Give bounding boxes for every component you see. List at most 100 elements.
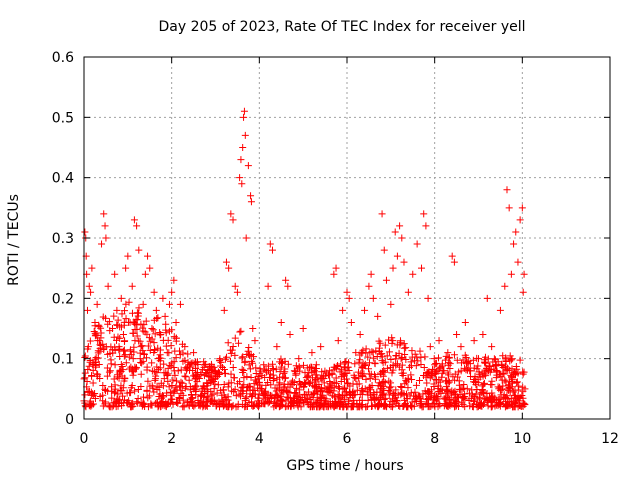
data-point <box>121 337 129 345</box>
data-point <box>114 316 122 324</box>
data-point <box>98 240 106 248</box>
data-point <box>356 331 364 339</box>
data-point <box>106 349 114 357</box>
data-point <box>393 252 401 260</box>
data-point <box>407 358 415 366</box>
data-point <box>236 328 244 336</box>
data-point <box>330 403 338 411</box>
data-point <box>129 355 137 363</box>
data-point <box>497 391 505 399</box>
data-point <box>222 258 230 266</box>
data-point <box>492 401 500 409</box>
data-point <box>507 356 515 364</box>
data-point <box>144 252 152 260</box>
data-point <box>520 368 528 376</box>
data-point <box>117 294 125 302</box>
data-point <box>407 371 415 379</box>
data-point <box>154 344 162 352</box>
data-point <box>366 374 374 382</box>
data-point <box>195 401 203 409</box>
data-point <box>248 401 256 409</box>
data-point <box>436 378 444 386</box>
data-point <box>350 371 358 379</box>
data-point <box>163 372 171 380</box>
data-point <box>342 357 350 365</box>
data-point <box>170 388 178 396</box>
data-point <box>408 347 416 355</box>
data-point <box>135 304 143 312</box>
data-point <box>290 367 298 375</box>
data-point <box>287 379 295 387</box>
data-point <box>81 369 89 377</box>
data-point <box>301 390 309 398</box>
data-point <box>95 337 103 345</box>
data-point <box>423 370 431 378</box>
data-point <box>312 361 320 369</box>
data-point <box>339 306 347 314</box>
data-point <box>354 403 362 411</box>
data-point <box>461 351 469 359</box>
data-point <box>356 351 364 359</box>
data-point <box>133 332 141 340</box>
data-point <box>308 391 316 399</box>
data-point <box>404 288 412 296</box>
data-point <box>190 385 198 393</box>
data-point <box>161 312 169 320</box>
data-point <box>416 377 424 385</box>
data-point <box>302 374 310 382</box>
data-point <box>510 240 518 248</box>
data-point <box>410 392 418 400</box>
data-point <box>81 402 89 410</box>
data-point <box>237 327 245 335</box>
data-point <box>438 362 446 370</box>
data-point <box>127 403 135 411</box>
data-point <box>104 282 112 290</box>
data-point <box>299 361 307 369</box>
data-point <box>136 337 144 345</box>
data-point <box>173 399 181 407</box>
data-point <box>147 400 155 408</box>
y-tick-label: 0 <box>65 412 74 428</box>
data-point <box>284 282 292 290</box>
data-point <box>501 376 509 384</box>
data-point <box>289 377 297 385</box>
data-point <box>511 371 519 379</box>
data-point <box>219 400 227 408</box>
data-point <box>473 385 481 393</box>
data-point <box>149 384 157 392</box>
data-point <box>150 288 158 296</box>
data-point <box>124 399 132 407</box>
data-point <box>364 402 372 410</box>
data-point <box>198 392 206 400</box>
data-point <box>242 234 250 242</box>
data-point <box>237 156 245 164</box>
data-point <box>84 343 92 351</box>
data-point <box>271 393 279 401</box>
data-point <box>389 362 397 370</box>
data-point <box>474 362 482 370</box>
data-point <box>332 264 340 272</box>
data-point <box>113 321 121 329</box>
data-point <box>320 394 328 402</box>
data-point <box>425 387 433 395</box>
data-point <box>397 383 405 391</box>
data-point <box>126 389 134 397</box>
data-point <box>189 401 197 409</box>
data-point <box>184 350 192 358</box>
data-point <box>143 354 151 362</box>
data-point <box>346 382 354 390</box>
data-point <box>156 364 164 372</box>
data-point <box>243 393 251 401</box>
data-point <box>109 346 117 354</box>
data-point <box>243 373 251 381</box>
data-point <box>266 398 274 406</box>
data-point <box>507 270 515 278</box>
data-point <box>358 363 366 371</box>
data-point <box>432 376 440 384</box>
data-point <box>458 399 466 407</box>
data-point <box>498 361 506 369</box>
data-point <box>296 380 304 388</box>
data-point <box>313 371 321 379</box>
data-point <box>391 228 399 236</box>
data-point <box>181 372 189 380</box>
